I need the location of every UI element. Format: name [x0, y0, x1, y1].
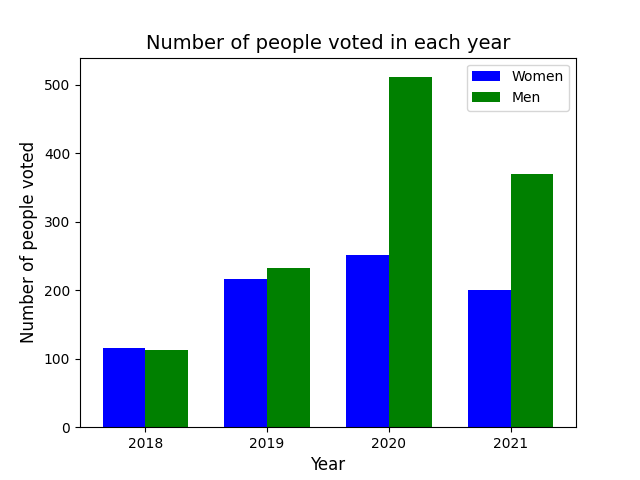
Bar: [267, 268, 310, 427]
Legend: Women, Men: Women, Men: [467, 64, 569, 110]
Bar: [225, 279, 267, 427]
X-axis label: Year: Year: [310, 456, 346, 474]
Bar: [389, 77, 431, 427]
Bar: [511, 174, 554, 427]
Y-axis label: Number of people voted: Number of people voted: [20, 141, 38, 344]
Title: Number of people voted in each year: Number of people voted in each year: [146, 34, 510, 53]
Bar: [346, 255, 389, 427]
Bar: [102, 348, 145, 427]
Bar: [468, 289, 511, 427]
Bar: [145, 350, 188, 427]
